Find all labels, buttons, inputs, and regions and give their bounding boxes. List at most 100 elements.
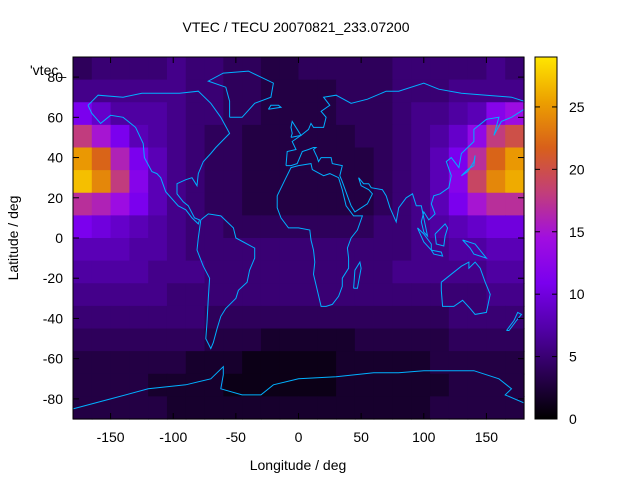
heatmap-cell xyxy=(448,192,469,216)
heatmap-cell xyxy=(166,170,187,194)
heatmap-cell xyxy=(260,351,281,375)
heatmap-cell xyxy=(223,260,243,284)
heatmap-cell xyxy=(129,124,149,149)
heatmap-cell xyxy=(317,305,337,330)
heatmap-cell xyxy=(73,305,93,330)
heatmap-cell xyxy=(298,260,318,284)
heatmap-cell xyxy=(354,305,375,330)
heatmap-cell xyxy=(505,170,525,194)
heatmap-cell xyxy=(91,170,112,194)
heatmap-cell xyxy=(373,351,394,375)
heatmap-cell xyxy=(411,124,431,149)
heatmap-cell xyxy=(298,283,318,307)
heatmap-cell xyxy=(411,238,431,262)
heatmap-cell xyxy=(242,147,262,171)
heatmap-cell xyxy=(392,351,412,375)
heatmap-cell xyxy=(448,305,469,330)
heatmap-cell xyxy=(467,351,488,375)
heatmap-cell xyxy=(317,396,337,420)
heatmap-cell xyxy=(486,170,506,194)
heatmap-cell xyxy=(373,238,394,262)
heatmap-cell xyxy=(486,238,506,262)
heatmap-cell xyxy=(336,351,356,375)
heatmap-cell xyxy=(486,283,506,307)
heatmap-cell xyxy=(166,238,187,262)
heatmap-cell xyxy=(336,79,356,103)
heatmap-cell xyxy=(73,124,93,149)
x-axis-label: Longitude / deg xyxy=(250,457,347,473)
heatmap-cell xyxy=(448,238,469,262)
heatmap-cell xyxy=(73,79,93,103)
heatmap-cell xyxy=(73,396,93,420)
heatmap-cell xyxy=(486,215,506,239)
heatmap-cell xyxy=(129,238,149,262)
heatmap-cell xyxy=(354,102,375,126)
heatmap-cell xyxy=(467,192,488,216)
heatmap-cell xyxy=(298,124,318,149)
heatmap-cell xyxy=(486,260,506,284)
heatmap-cell xyxy=(110,170,130,194)
heatmap-cell xyxy=(110,57,130,81)
coastline xyxy=(353,260,362,289)
heatmap-cell xyxy=(223,283,243,307)
heatmap-cell xyxy=(185,351,206,375)
heatmap-cell xyxy=(486,57,506,81)
colorbar xyxy=(534,56,558,420)
heatmap-cell xyxy=(279,238,300,262)
heatmap-cell xyxy=(223,396,243,420)
heatmap-cell xyxy=(91,79,112,103)
heatmap-cell xyxy=(411,215,431,239)
heatmap-cell xyxy=(392,124,412,149)
heatmap-cell xyxy=(166,102,187,126)
heatmap-cell xyxy=(185,57,206,81)
heatmap-cell xyxy=(129,283,149,307)
colorbar-tick-label: 5 xyxy=(569,349,577,365)
heatmap-cell xyxy=(336,215,356,239)
heatmap-cell xyxy=(129,192,149,216)
heatmap-cell xyxy=(204,351,224,375)
heatmap-cell xyxy=(392,57,412,81)
heatmap-cell xyxy=(260,215,281,239)
heatmap-cell xyxy=(279,170,300,194)
x-tick-label: 0 xyxy=(295,429,303,445)
heatmap-cell xyxy=(298,215,318,239)
y-tick-label: 20 xyxy=(47,190,63,206)
heatmap-cell xyxy=(354,79,375,103)
heatmap-cell xyxy=(185,238,206,262)
heatmap-cell xyxy=(260,238,281,262)
heatmap-cell xyxy=(242,351,262,375)
heatmap-cell xyxy=(373,102,394,126)
heatmap-cell xyxy=(148,215,168,239)
heatmap-cell xyxy=(298,305,318,330)
heatmap-cell xyxy=(430,351,450,375)
heatmap-cell xyxy=(411,57,431,81)
heatmap-cell xyxy=(505,396,525,420)
coastline xyxy=(290,120,302,138)
heatmap-cell xyxy=(486,373,506,397)
heatmap-cell xyxy=(91,102,112,126)
heatmap-cell xyxy=(298,57,318,81)
heatmap-cell xyxy=(260,283,281,307)
heatmap-cell xyxy=(448,170,469,194)
heatmap-cell xyxy=(430,396,450,420)
heatmap-cell xyxy=(392,328,412,352)
coastline xyxy=(286,108,525,238)
heatmap-cell xyxy=(204,102,224,126)
heatmap-cell xyxy=(73,57,93,81)
heatmap-cell xyxy=(204,238,224,262)
heatmap-cell xyxy=(354,170,375,194)
y-tick-label: 80 xyxy=(47,69,63,85)
heatmap-cell xyxy=(373,57,394,81)
heatmap-cell xyxy=(110,124,130,149)
heatmap-cell xyxy=(166,57,187,81)
heatmap-cell xyxy=(467,79,488,103)
x-tick-label: 50 xyxy=(353,429,369,445)
heatmap-cell xyxy=(279,102,300,126)
heatmap-cell xyxy=(448,147,469,171)
heatmap-cell xyxy=(392,238,412,262)
heatmap-cell xyxy=(166,79,187,103)
heatmap-cell xyxy=(223,102,243,126)
heatmap-cell xyxy=(430,215,450,239)
heatmap-cell xyxy=(411,79,431,103)
heatmap-cell xyxy=(279,305,300,330)
